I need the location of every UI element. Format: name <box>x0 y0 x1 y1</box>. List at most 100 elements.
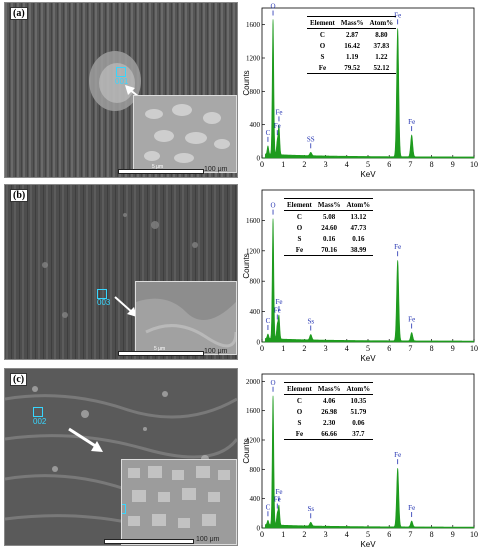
peak-label: Fe <box>274 496 281 504</box>
scale-text-b: 100 μm <box>204 348 228 355</box>
x-tick-label: 9 <box>451 344 455 353</box>
peak-label: C <box>266 503 271 511</box>
x-tick-label: 8 <box>430 530 434 539</box>
table-cell: 8.80 <box>375 30 388 39</box>
x-tick-label: 5 <box>366 160 370 169</box>
x-tick-label: 6 <box>387 344 391 353</box>
eds-chart-b: 012345678910040080012001600KeVCounts(b)C… <box>242 182 482 364</box>
x-tick-label: 10 <box>470 160 478 169</box>
table-cell: S <box>320 52 325 61</box>
table-cell: 2.30 <box>323 418 336 427</box>
peak-label: Fe <box>408 504 415 512</box>
peak-label: Fe <box>274 122 281 130</box>
table-cell: C <box>319 30 325 39</box>
composition-table-b: Element Mass% Atom% C 5.08 13.12 O 24.60 47.… <box>284 198 374 256</box>
analysis-box-a <box>116 67 126 77</box>
eds-chart-c: 0 1 2 3 4 5 6 7 8 9 10 0 400 800 1200 1600 2000 KeV Counts… <box>242 366 482 550</box>
table-cell: 0.16 <box>352 234 365 243</box>
peak-label: Fe <box>408 118 415 126</box>
sem-label-a: (a) <box>10 7 28 20</box>
row-a: (a) 001 5 μm 100 μm 0 1 2 3 4 5 6 7 8 9 10 0 400 800 1… <box>0 0 484 180</box>
zoom-inset-c <box>121 459 237 545</box>
table-cell: 79.52 <box>337 62 367 74</box>
x-axis-label: KeV <box>360 354 376 363</box>
y-tick-label: 400 <box>250 308 261 316</box>
analysis-box-label-b: 003 <box>97 298 111 307</box>
x-tick-label: 3 <box>324 160 328 169</box>
x-tick-label: 7 <box>408 530 412 539</box>
inset-scale-b: 5 μm <box>154 346 166 352</box>
table-cell: O <box>296 223 303 232</box>
y-tick-label: 1200 <box>246 437 261 445</box>
peak-label: Fe <box>408 315 415 323</box>
x-tick-label: 8 <box>430 344 434 353</box>
x-tick-label: 8 <box>430 160 434 169</box>
sem-label-c: (c) <box>10 373 28 386</box>
x-tick-label: 10 <box>470 530 478 539</box>
analysis-box-c <box>33 407 43 417</box>
x-tick-label: 0 <box>260 344 264 353</box>
zoom-inset-a: 5 μm <box>133 95 237 173</box>
table-header: Atom% <box>366 16 397 29</box>
table-cell: O <box>296 407 303 416</box>
table-cell: 0.06 <box>352 418 365 427</box>
y-tick-label: 1600 <box>246 21 261 29</box>
table-cell: 2.87 <box>346 30 359 39</box>
x-axis-label: KeV <box>360 540 376 549</box>
table-cell: 26.98 <box>321 407 338 416</box>
y-tick-label: 0 <box>257 525 261 533</box>
peak-label: C <box>266 317 271 325</box>
x-tick-label: 10 <box>470 344 478 353</box>
table-cell: 37.83 <box>373 41 390 50</box>
x-tick-label: 2 <box>302 530 306 539</box>
table-cell: 47.73 <box>350 223 367 232</box>
spectrum-area <box>262 19 475 159</box>
table-header: Atom% <box>343 198 374 211</box>
x-tick-label: 1 <box>281 160 285 169</box>
zoom-inset-b: 5 μm <box>135 281 237 355</box>
eds-chart-a: 012345678910040080012001600KeVCounts(a)C… <box>242 0 482 180</box>
y-tick-label: 0 <box>257 339 261 347</box>
table-cell: 37.7 <box>343 428 374 440</box>
y-tick-label: 400 <box>250 121 261 129</box>
x-tick-label: 0 <box>260 160 264 169</box>
x-tick-label: 3 <box>324 530 328 539</box>
arrow-icon <box>114 296 137 317</box>
x-tick-label: 2 <box>302 160 306 169</box>
y-tick-label: 1600 <box>246 217 261 225</box>
table-cell: Fe <box>307 62 338 74</box>
x-tick-label: 9 <box>451 530 455 539</box>
table-cell: 24.60 <box>321 223 338 232</box>
y-tick-label: 800 <box>250 88 261 96</box>
y-tick-label: 1200 <box>246 55 261 63</box>
x-tick-label: 7 <box>408 160 412 169</box>
scale-text-c: 100 μm <box>196 536 220 543</box>
peak-label: SS <box>307 135 315 143</box>
table-cell: S <box>297 418 302 427</box>
y-tick-label: 800 <box>250 466 261 474</box>
peak-label: O <box>270 2 275 10</box>
inset-scale-a: 5 μm <box>152 164 164 170</box>
analysis-box-label-c: 002 <box>33 417 47 426</box>
sem-label-b: (b) <box>10 189 29 202</box>
x-tick-label: 4 <box>345 530 349 539</box>
table-header: Mass% <box>314 382 344 395</box>
table-cell: 4.06 <box>323 396 336 405</box>
peak-label: Fe <box>275 108 282 116</box>
table-cell: 52.12 <box>366 62 397 74</box>
y-tick-label: 800 <box>250 278 261 286</box>
peak-label: Fe <box>275 488 282 496</box>
y-axis-label: Counts <box>242 438 251 463</box>
x-tick-label: 1 <box>281 344 285 353</box>
table-cell: 51.79 <box>350 407 367 416</box>
x-tick-label: 7 <box>408 344 412 353</box>
table-header: Element <box>307 16 338 29</box>
y-tick-label: 2000 <box>246 378 261 386</box>
table-cell: S <box>297 234 302 243</box>
table-cell: 66.66 <box>314 428 344 440</box>
peak-label: Fe <box>394 243 401 251</box>
x-tick-label: 6 <box>387 160 391 169</box>
analysis-box-label-a: 001 <box>115 77 129 86</box>
x-tick-label: 3 <box>324 344 328 353</box>
x-tick-label: 5 <box>366 530 370 539</box>
